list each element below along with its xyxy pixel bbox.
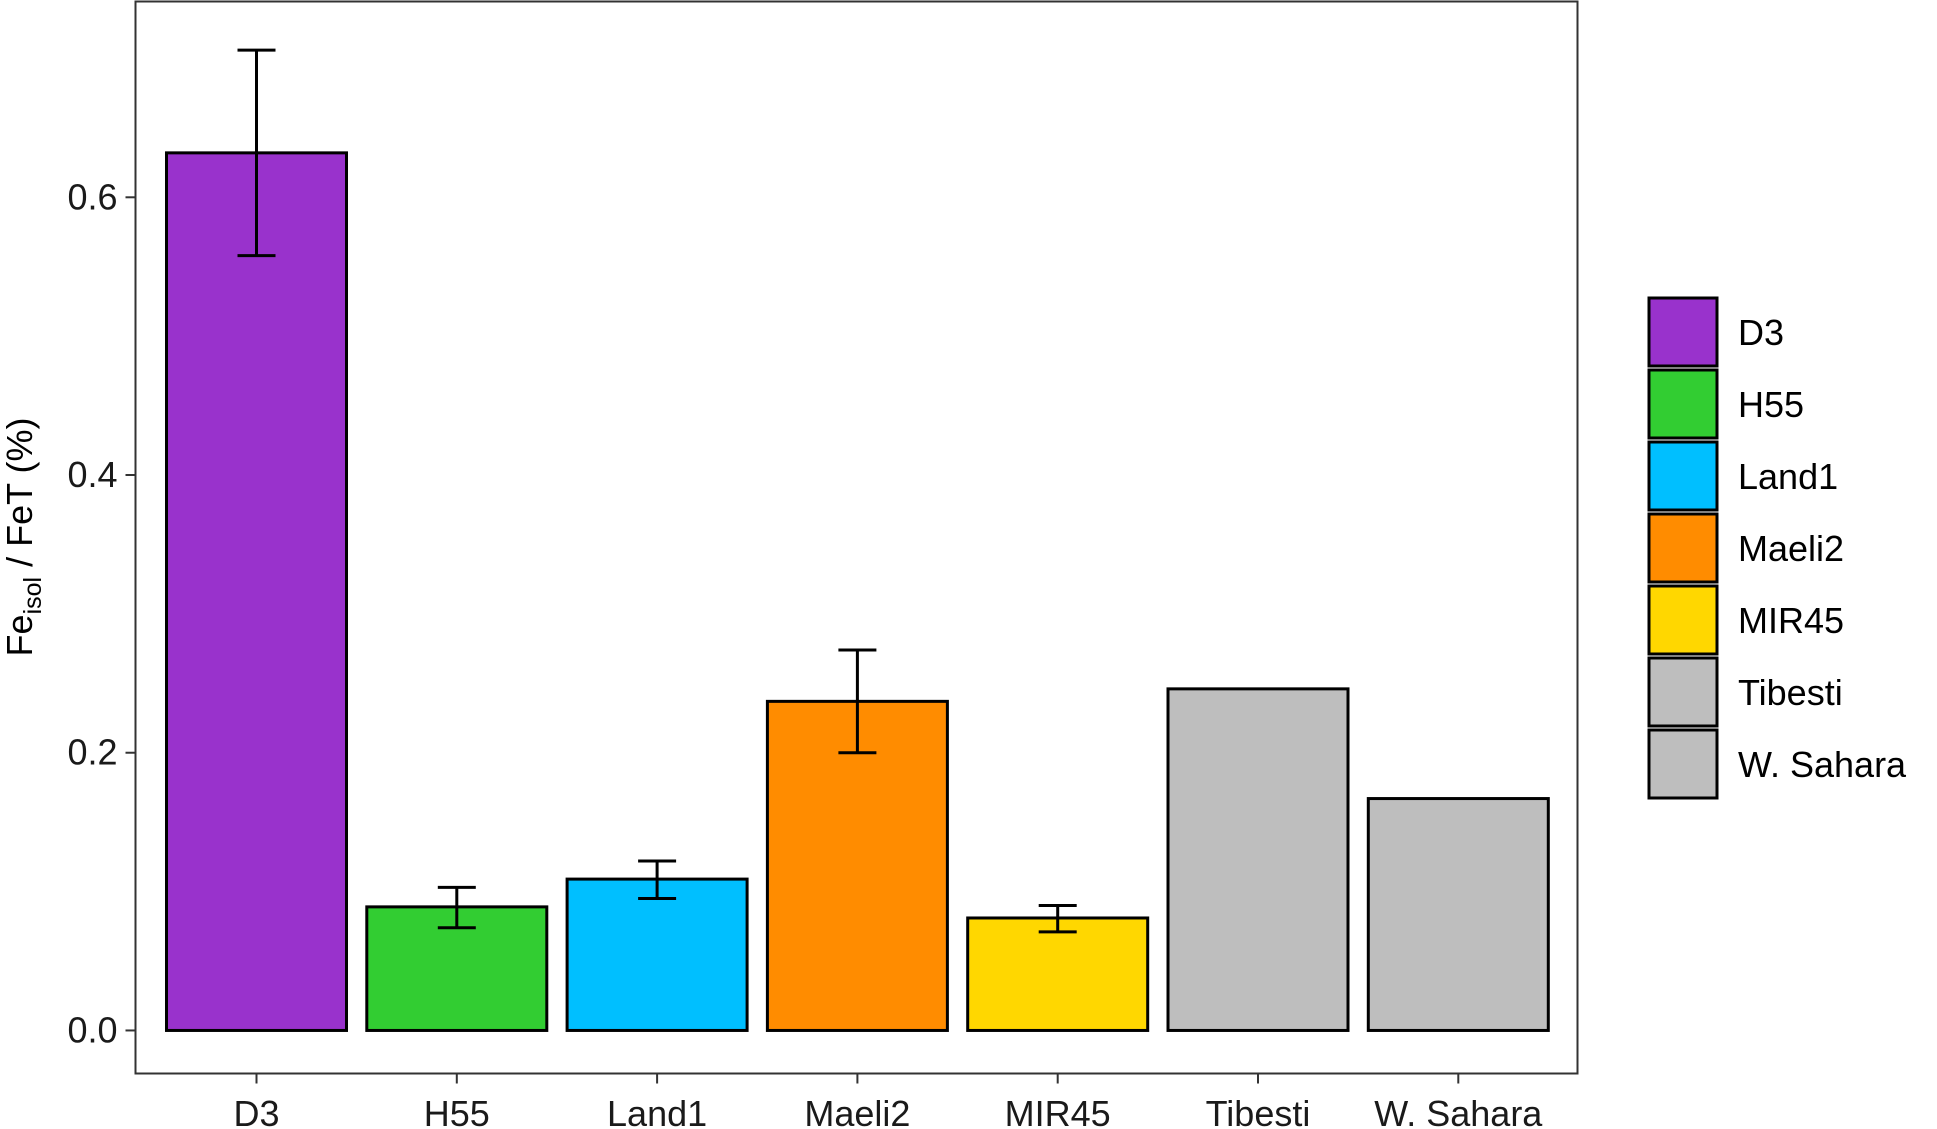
legend-label-d3: D3 [1738, 312, 1784, 353]
legend-swatch-maeli2 [1647, 512, 1719, 584]
bar-mir45 [966, 916, 1150, 1032]
y-axis-title-main: Fe [0, 614, 40, 656]
legend-label-land1: Land1 [1738, 456, 1838, 497]
legend-swatch-w-sahara [1647, 728, 1719, 800]
legend-swatch-mir45 [1647, 584, 1719, 656]
legend-swatch-land1 [1647, 440, 1719, 512]
error-bars [237, 48, 1077, 934]
legend: D3 H55 Land1 Maeli2 MIR45 Tibesti W. Sahara [1647, 296, 1907, 800]
x-tick-label-maeli2: Maeli2 [804, 1093, 910, 1129]
bar-w-sahara [1366, 797, 1550, 1032]
legend-swatch-tibesti [1647, 656, 1719, 728]
legend-label-maeli2: Maeli2 [1738, 528, 1844, 569]
legend-label-w-sahara: W. Sahara [1738, 744, 1907, 785]
x-tick-label-w-sahara: W. Sahara [1374, 1093, 1543, 1129]
error-bar-h55 [437, 885, 476, 930]
bar-d3 [165, 151, 348, 1032]
error-bar-mir45 [1038, 903, 1077, 934]
y-axis-title-subscript: isol [19, 577, 47, 615]
y-tick-label: 0.0 [67, 1009, 117, 1050]
error-bar-maeli2 [838, 648, 877, 755]
x-tick-label-h55: H55 [424, 1093, 490, 1129]
x-tick-label-mir45: MIR45 [1005, 1093, 1111, 1129]
legend-swatch-d3 [1647, 296, 1719, 368]
y-tick-label: 0.6 [67, 176, 117, 217]
legend-swatch-h55 [1647, 368, 1719, 440]
x-tick-label-land1: Land1 [607, 1093, 707, 1129]
bar-land1 [565, 877, 749, 1032]
y-tick-label: 0.2 [67, 732, 117, 773]
error-bar-land1 [638, 859, 677, 901]
legend-label-tibesti: Tibesti [1738, 672, 1843, 713]
x-axis: D3 H55 Land1 Maeli2 MIR45 Tibesti W. Sahara [233, 1073, 1543, 1129]
legend-label-mir45: MIR45 [1738, 600, 1844, 641]
y-axis-title-rest: / FeT (%) [0, 418, 40, 577]
y-axis-title: Feisol / FeT (%) [0, 418, 47, 657]
legend-label-h55: H55 [1738, 384, 1804, 425]
y-axis: 0.0 0.2 0.4 0.6 [67, 176, 136, 1050]
bars [165, 151, 1550, 1032]
x-tick-label-d3: D3 [233, 1093, 279, 1129]
x-tick-label-tibesti: Tibesti [1206, 1093, 1311, 1129]
error-bar-d3 [237, 48, 276, 258]
bar-tibesti [1166, 687, 1350, 1032]
y-tick-label: 0.4 [67, 454, 117, 495]
bar-maeli2 [765, 699, 949, 1032]
